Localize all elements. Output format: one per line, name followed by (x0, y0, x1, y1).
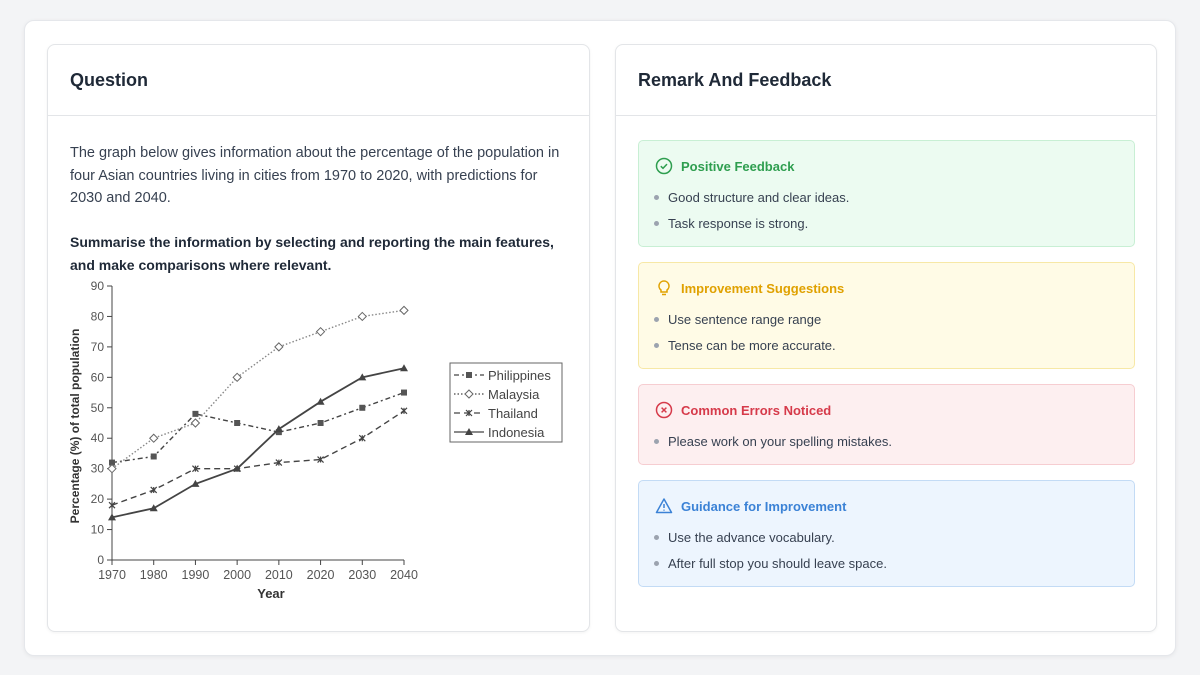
warning-triangle-icon (655, 498, 673, 514)
data-point-philippines (234, 420, 241, 426)
data-point-malaysia (107, 463, 117, 474)
data-point-malaysia (232, 372, 242, 383)
feedback-title: Remark And Feedback (616, 45, 1156, 116)
data-point-thailand (275, 459, 283, 467)
data-point-thailand (358, 434, 366, 442)
section-title: Common Errors Noticed (681, 402, 832, 418)
question-prompt: The graph below gives information about … (70, 145, 560, 206)
data-point-indonesia (191, 479, 200, 487)
data-point-philippines (275, 429, 282, 436)
y-tick-label: 70 (91, 340, 105, 354)
data-point-malaysia (399, 305, 409, 316)
y-tick-label: 50 (91, 401, 105, 415)
line-chart: Percentage (%) of total population Year … (68, 279, 563, 601)
y-tick-label: 60 (91, 370, 105, 384)
section-title: Improvement Suggestions (681, 280, 845, 296)
data-point-malaysia (149, 433, 159, 443)
x-tick-label: 2000 (223, 568, 251, 582)
series-line-thailand (111, 410, 405, 506)
y-tick-label: 90 (91, 279, 105, 293)
data-point-philippines (401, 389, 407, 396)
x-axis-label: Year (257, 586, 284, 601)
data-point-thailand (400, 407, 408, 415)
y-tick-label: 30 (91, 462, 105, 476)
data-point-philippines (150, 453, 157, 460)
check-circle-icon (655, 157, 673, 175)
legend-label-malaysia: Malaysia (488, 387, 540, 402)
series-line-philippines (111, 391, 405, 464)
positive-feedback-section: Positive Feedback Good structure and cle… (638, 140, 1135, 247)
list-item: Please work on your spelling mistakes. (655, 428, 1118, 455)
y-tick-label: 40 (91, 431, 105, 445)
lightbulb-icon (658, 280, 670, 296)
common-errors-section: Common Errors Noticed Please work on you… (638, 384, 1135, 465)
data-point-thailand (108, 501, 116, 509)
y-axis-label: Percentage (%) of total population (68, 329, 82, 524)
x-tick-label: 1980 (140, 568, 168, 582)
data-point-thailand (192, 465, 199, 473)
x-tick-label: 1970 (98, 568, 126, 582)
list-item: Good structure and clear ideas. (655, 184, 1118, 211)
series-line-indonesia (111, 367, 405, 519)
section-title: Guidance for Improvement (681, 498, 847, 514)
question-card: Question The graph below gives informati… (47, 44, 590, 632)
list-item: Use the advance vocabulary. (655, 524, 1118, 551)
legend-label-philippines: Philippines (488, 368, 551, 383)
question-title: Question (48, 45, 589, 116)
x-tick-label: 2040 (390, 568, 418, 582)
data-point-thailand (317, 456, 324, 463)
data-point-indonesia (400, 364, 408, 372)
data-point-philippines (192, 410, 199, 417)
legend-marker-philippines (466, 372, 472, 378)
x-tick-label: 2020 (307, 568, 335, 582)
data-point-malaysia (315, 326, 326, 337)
section-title: Positive Feedback (681, 158, 795, 174)
list-item: After full stop you should leave space. (655, 551, 1118, 578)
data-point-malaysia (190, 418, 201, 428)
data-point-indonesia (108, 513, 116, 521)
data-point-indonesia (358, 373, 367, 381)
y-tick-label: 0 (97, 553, 104, 567)
x-tick-label: 2010 (265, 568, 293, 582)
data-point-indonesia (149, 504, 158, 512)
legend-marker-thailand (465, 409, 473, 417)
question-instruction: Summarise the information by selecting a… (70, 234, 554, 273)
x-circle-icon (655, 401, 673, 419)
data-point-philippines (317, 420, 324, 426)
list-item: Task response is strong. (655, 211, 1118, 238)
series-line-malaysia (111, 309, 405, 470)
list-item: Use sentence range range (655, 306, 1118, 333)
x-tick-label: 2030 (348, 568, 376, 582)
legend-label-indonesia: Indonesia (488, 425, 545, 440)
data-point-malaysia (274, 342, 284, 352)
data-point-philippines (359, 404, 366, 411)
feedback-card: Remark And Feedback Positive Feedback Go… (615, 44, 1157, 632)
legend-marker-malaysia (464, 389, 474, 399)
y-tick-label: 80 (91, 309, 105, 323)
data-point-indonesia (316, 397, 325, 405)
data-point-philippines (109, 459, 115, 466)
y-tick-label: 20 (91, 492, 105, 506)
data-point-thailand (150, 486, 158, 494)
data-point-indonesia (233, 464, 242, 472)
guidance-section: Guidance for Improvement Use the advance… (638, 480, 1135, 587)
y-tick-label: 10 (91, 523, 105, 537)
legend-marker-indonesia (465, 428, 473, 435)
list-item: Tense can be more accurate. (655, 333, 1118, 360)
improvement-suggestions-section: Improvement Suggestions Use sentence ran… (638, 262, 1135, 369)
legend-label-thailand: Thailand (488, 406, 538, 421)
data-point-indonesia (274, 425, 283, 433)
x-tick-label: 1990 (182, 568, 210, 582)
data-point-malaysia (357, 311, 367, 322)
